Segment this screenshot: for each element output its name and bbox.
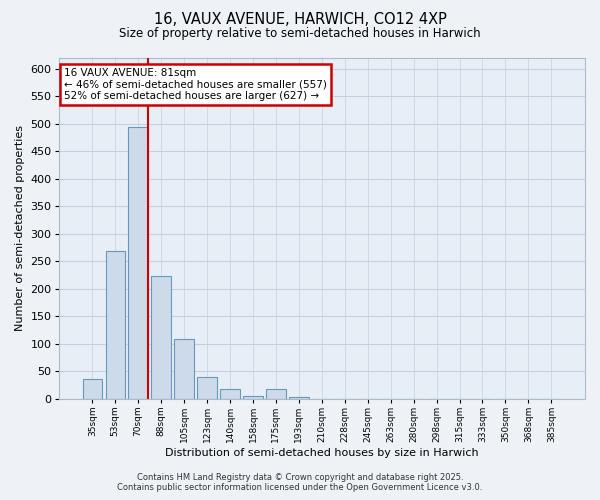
Bar	[151, 276, 171, 398]
Bar	[220, 388, 240, 398]
Text: 16 VAUX AVENUE: 81sqm
← 46% of semi-detached houses are smaller (557)
52% of sem: 16 VAUX AVENUE: 81sqm ← 46% of semi-deta…	[64, 68, 327, 101]
Bar	[106, 251, 125, 398]
Bar	[266, 390, 286, 398]
Bar	[197, 376, 217, 398]
Text: Contains HM Land Registry data © Crown copyright and database right 2025.
Contai: Contains HM Land Registry data © Crown c…	[118, 473, 482, 492]
Text: 16, VAUX AVENUE, HARWICH, CO12 4XP: 16, VAUX AVENUE, HARWICH, CO12 4XP	[154, 12, 446, 28]
Bar	[243, 396, 263, 398]
X-axis label: Distribution of semi-detached houses by size in Harwich: Distribution of semi-detached houses by …	[165, 448, 479, 458]
Bar	[289, 397, 308, 398]
Bar	[175, 339, 194, 398]
Y-axis label: Number of semi-detached properties: Number of semi-detached properties	[15, 125, 25, 331]
Bar	[128, 128, 148, 398]
Bar	[83, 380, 102, 398]
Text: Size of property relative to semi-detached houses in Harwich: Size of property relative to semi-detach…	[119, 28, 481, 40]
